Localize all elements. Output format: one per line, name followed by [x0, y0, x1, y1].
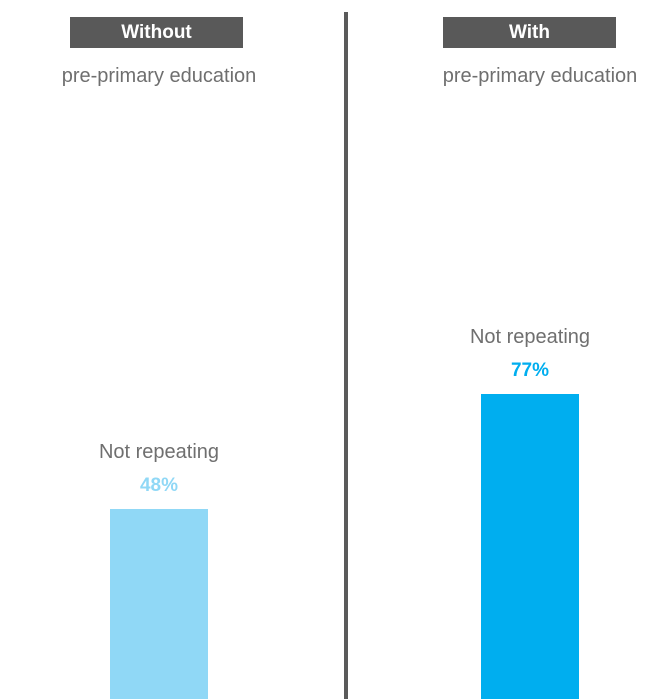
panel-divider — [340, 12, 352, 699]
bar-with — [481, 394, 579, 699]
panel-without: Without pre-primary education Not repeat… — [61, 17, 257, 699]
bar-category-label: Not repeating — [469, 326, 591, 349]
header-tag-with: With — [443, 17, 616, 48]
panel-with: With pre-primary education Not repeating… — [352, 0, 652, 699]
bar-value-label: 48% — [139, 474, 179, 496]
divider-line — [344, 12, 348, 699]
panel-subtitle-without: pre-primary education — [61, 65, 257, 87]
header-tag-without: Without — [70, 17, 243, 48]
bar-category-label: Not repeating — [98, 440, 220, 463]
bar-value-label: 77% — [510, 360, 550, 382]
bar-without — [110, 508, 208, 699]
panel-subtitle-with: pre-primary education — [442, 65, 638, 87]
